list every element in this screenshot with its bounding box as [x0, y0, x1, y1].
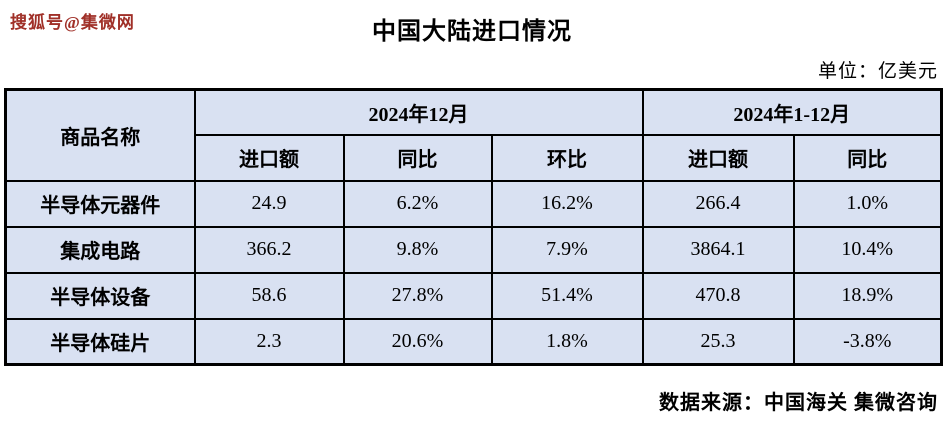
cell-value: 1.8% — [490, 317, 644, 366]
group-header-2024-12: 2024年12月 — [193, 88, 644, 136]
data-source-label: 数据来源：中国海关 集微咨询 — [659, 392, 938, 414]
col-header-import-value-ytd: 进口额 — [641, 133, 795, 182]
corner-header-product-name: 商品名称 — [4, 88, 196, 182]
cell-value: 24.9 — [193, 179, 345, 228]
unit-label: 单位：亿美元 — [817, 61, 938, 82]
cell-value: 6.2% — [342, 179, 493, 228]
cell-value: 2.3 — [193, 317, 345, 366]
cell-value: 10.4% — [792, 225, 943, 274]
cell-value: 27.8% — [342, 271, 493, 320]
cell-value: 3864.1 — [641, 225, 795, 274]
group-header-2024-1-12: 2024年1-12月 — [641, 88, 943, 136]
cell-value: 266.4 — [641, 179, 795, 228]
cell-value: 1.0% — [792, 179, 943, 228]
page-title: 中国大陆进口情况 — [372, 19, 572, 45]
cell-value: 18.9% — [792, 271, 943, 320]
table-row-semiconductor-equipment: 半导体设备 58.6 27.8% 51.4% 470.8 18.9% — [4, 271, 943, 320]
cell-value: 470.8 — [641, 271, 795, 320]
header-group-row: 商品名称 2024年12月 2024年1-12月 — [4, 88, 943, 182]
row-label: 半导体元器件 — [4, 179, 196, 228]
cell-value: 25.3 — [641, 317, 795, 366]
cell-value: 51.4% — [490, 271, 644, 320]
cell-value: 20.6% — [342, 317, 493, 366]
col-header-mom-dec: 环比 — [490, 133, 644, 182]
header-sub-row: 进口额 同比 环比 进口额 同比 — [6, 133, 943, 182]
cell-value: -3.8% — [792, 317, 943, 366]
table-row-integrated-circuits: 集成电路 366.2 9.8% 7.9% 3864.1 10.4% — [4, 225, 943, 274]
col-header-yoy-dec: 同比 — [342, 133, 493, 182]
col-header-yoy-ytd: 同比 — [792, 133, 943, 182]
table-row-semiconductor-wafers: 半导体硅片 2.3 20.6% 1.8% 25.3 -3.8% — [4, 317, 943, 366]
row-label: 半导体硅片 — [4, 317, 196, 366]
table-row-semiconductor-components: 半导体元器件 24.9 6.2% 16.2% 266.4 1.0% — [4, 179, 943, 228]
row-label: 半导体设备 — [4, 271, 196, 320]
cell-value: 58.6 — [193, 271, 345, 320]
cell-value: 9.8% — [342, 225, 493, 274]
sohu-watermark: 搜狐号@集微网 — [10, 13, 135, 32]
cell-value: 16.2% — [490, 179, 644, 228]
cell-value: 366.2 — [193, 225, 345, 274]
import-data-table: 商品名称 2024年12月 2024年1-12月 进口额 同比 环比 进口额 同… — [4, 88, 944, 366]
col-header-import-value-dec: 进口额 — [193, 133, 345, 182]
cell-value: 7.9% — [490, 225, 644, 274]
row-label: 集成电路 — [4, 225, 196, 274]
